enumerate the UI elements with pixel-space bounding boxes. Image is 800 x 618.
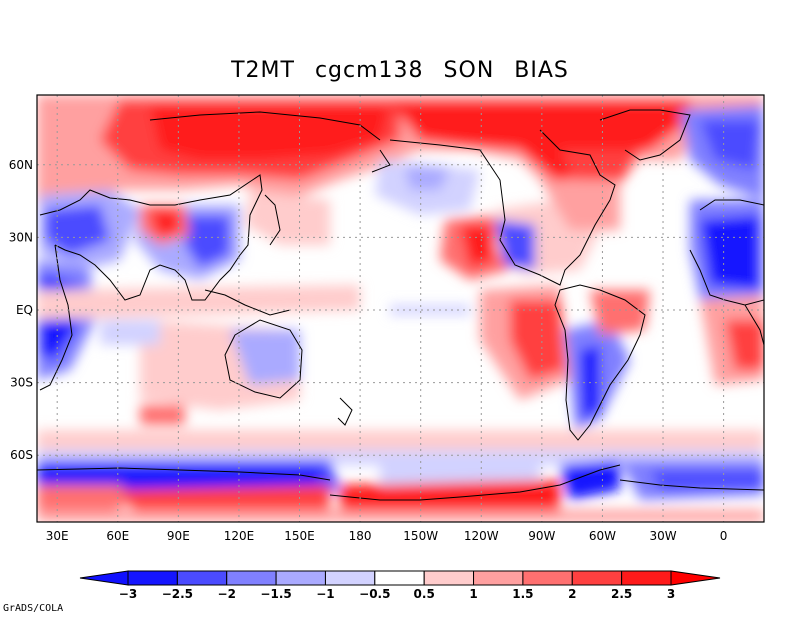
lon-label: 90E (167, 529, 190, 543)
graticule (37, 95, 764, 522)
colorbar-tick-label: 1 (469, 587, 477, 601)
lat-label: EQ (16, 303, 33, 317)
title-type: BIAS (514, 58, 569, 83)
colorbar-tick-label: 1.5 (512, 587, 533, 601)
colorbar-tick-label: 3 (667, 587, 675, 601)
title-model: cgcm138 (314, 58, 424, 83)
colorbar-swatch (176, 570, 228, 586)
lat-label: 60S (10, 448, 33, 462)
colorbar-high-arrow (670, 570, 721, 586)
lon-label: 150W (403, 529, 438, 543)
colorbar-tick-label: 0.5 (414, 587, 435, 601)
map-title: T2MT cgcm138 SON BIAS (0, 58, 800, 83)
colorbar-swatch (621, 570, 672, 586)
lon-label: 60W (589, 529, 616, 543)
colorbar-tick-label: −2.5 (162, 587, 193, 601)
lon-label: 30E (46, 529, 69, 543)
longitude-labels: 30E 60E 90E 120E 150E 180 150W 120W 90W 60W 30W 0 (46, 529, 728, 543)
colorbar-swatch (374, 570, 425, 586)
colorbar-tick-label: −1 (316, 587, 334, 601)
colorbar-swatch (522, 570, 573, 586)
lon-label: 60E (106, 529, 129, 543)
lon-label: 120W (464, 529, 499, 543)
lat-label: 30N (9, 230, 33, 244)
lon-label: 0 (720, 529, 728, 543)
title-variable: T2MT (231, 58, 295, 83)
colorbar-tick-label: 2.5 (611, 587, 632, 601)
lon-label: 180 (349, 529, 372, 543)
colorbar-swatch (275, 570, 326, 586)
colorbar-swatch (571, 570, 623, 586)
colorbar-swatch (226, 570, 277, 586)
lat-label: 30S (10, 376, 33, 390)
colorbar-swatch (127, 570, 178, 586)
colorbar-swatch (324, 570, 376, 586)
lat-label: 60N (9, 158, 33, 172)
colorbar-tick-label: −2 (218, 587, 236, 601)
credit-text: GrADS/COLA (3, 603, 64, 614)
colorbar-tick-label: −3 (119, 587, 137, 601)
bias-field (37, 95, 764, 522)
lon-label: 90W (528, 529, 555, 543)
lon-label: 150E (284, 529, 315, 543)
coastlines (37, 109, 764, 501)
lon-label: 30W (649, 529, 676, 543)
map-frame (36, 94, 765, 523)
colorbar-low-arrow (79, 570, 129, 586)
lon-label: 120E (224, 529, 255, 543)
latitude-labels: 60N 30N EQ 30S 60S (9, 158, 33, 462)
colorbar-labels: −3 −2.5 −2 −1.5 −1 −0.5 0.5 1 1.5 2 2.5 3 (119, 587, 675, 601)
colorbar (79, 570, 721, 586)
colorbar-tick-label: −0.5 (359, 587, 390, 601)
title-season: SON (443, 58, 495, 83)
colorbar-tick-label: 2 (568, 587, 576, 601)
colorbar-swatch (423, 570, 475, 586)
colorbar-swatch (473, 570, 524, 586)
colorbar-tick-label: −1.5 (260, 587, 291, 601)
